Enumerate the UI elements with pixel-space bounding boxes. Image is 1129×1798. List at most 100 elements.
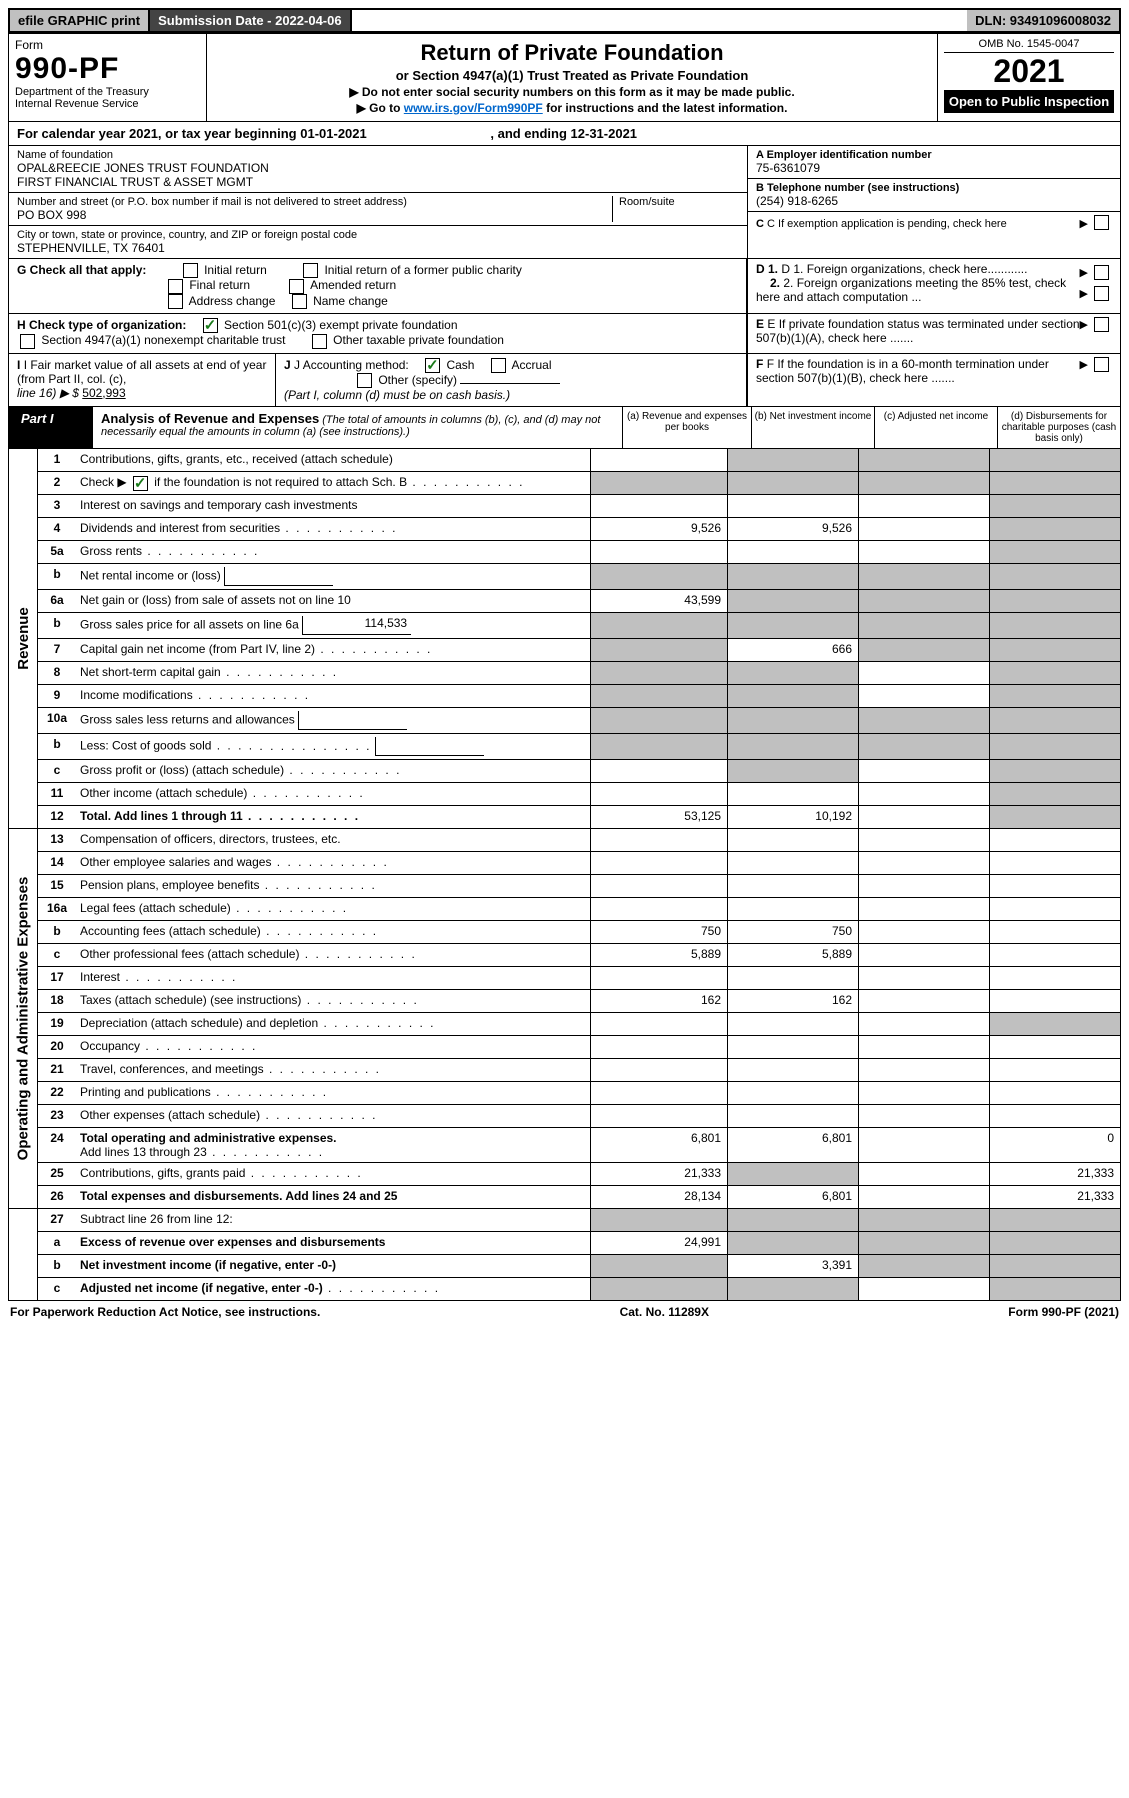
g-initial-return[interactable] bbox=[183, 263, 198, 278]
part1-header: Part I Analysis of Revenue and Expenses … bbox=[8, 407, 1121, 449]
i-block: I I Fair market value of all assets at e… bbox=[9, 354, 276, 407]
col-b-head: (b) Net investment income bbox=[751, 407, 874, 448]
header-left: Form 990-PF Department of the Treasury I… bbox=[9, 34, 207, 121]
h-501c3[interactable] bbox=[203, 318, 218, 333]
r4-a: 9,526 bbox=[590, 518, 727, 540]
part1-desc: Analysis of Revenue and Expenses (The to… bbox=[93, 407, 622, 448]
catalog-number: Cat. No. 11289X bbox=[620, 1305, 709, 1319]
expenses-side-label: Operating and Administrative Expenses bbox=[9, 829, 38, 1208]
r12-a: 53,125 bbox=[590, 806, 727, 828]
schb-checkbox[interactable] bbox=[133, 476, 148, 491]
phone-value: (254) 918-6265 bbox=[756, 194, 1112, 208]
revenue-section: Revenue 1Contributions, gifts, grants, e… bbox=[8, 449, 1121, 829]
g-name-change[interactable] bbox=[292, 294, 307, 309]
g-address-change[interactable] bbox=[168, 294, 183, 309]
r25-d: 21,333 bbox=[989, 1163, 1120, 1185]
paperwork-notice: For Paperwork Reduction Act Notice, see … bbox=[10, 1305, 320, 1319]
dln-label: DLN: 93491096008032 bbox=[967, 10, 1119, 31]
form-number: 990-PF bbox=[15, 52, 200, 86]
j-accrual[interactable] bbox=[491, 358, 506, 373]
r16c-a: 5,889 bbox=[590, 944, 727, 966]
e-block: E E If private foundation status was ter… bbox=[747, 314, 1120, 353]
instr-link: ▶ Go to www.irs.gov/Form990PF for instru… bbox=[219, 101, 925, 115]
irs-link[interactable]: www.irs.gov/Form990PF bbox=[404, 101, 543, 115]
i-j-f-row: I I Fair market value of all assets at e… bbox=[8, 354, 1121, 408]
c-pending-cell: C C If exemption application is pending,… bbox=[748, 212, 1120, 233]
street-address: PO BOX 998 bbox=[17, 208, 612, 222]
d1-checkbox[interactable] bbox=[1094, 265, 1109, 280]
calendar-year-row: For calendar year 2021, or tax year begi… bbox=[8, 122, 1121, 146]
header-center: Return of Private Foundation or Section … bbox=[207, 34, 937, 121]
efile-label[interactable]: efile GRAPHIC print bbox=[10, 10, 150, 31]
city-cell: City or town, state or province, country… bbox=[9, 226, 747, 258]
page-footer: For Paperwork Reduction Act Notice, see … bbox=[8, 1301, 1121, 1323]
r26-a: 28,134 bbox=[590, 1186, 727, 1208]
c-checkbox[interactable] bbox=[1094, 215, 1109, 230]
col-c-head: (c) Adjusted net income bbox=[874, 407, 997, 448]
g-initial-former[interactable] bbox=[303, 263, 318, 278]
ein-cell: A Employer identification number 75-6361… bbox=[748, 146, 1120, 179]
g-final-return[interactable] bbox=[168, 279, 183, 294]
top-bar: efile GRAPHIC print Submission Date - 20… bbox=[8, 8, 1121, 33]
foundation-name-2: FIRST FINANCIAL TRUST & ASSET MGMT bbox=[17, 175, 739, 189]
r12-b: 10,192 bbox=[727, 806, 858, 828]
col-d-head: (d) Disbursements for charitable purpose… bbox=[997, 407, 1120, 448]
r24-d: 0 bbox=[989, 1128, 1120, 1162]
tax-year: 2021 bbox=[944, 53, 1114, 90]
dept-irs: Internal Revenue Service bbox=[15, 98, 200, 110]
f-checkbox[interactable] bbox=[1094, 357, 1109, 372]
g-d-row: G Check all that apply: Initial return I… bbox=[8, 259, 1121, 314]
d2-checkbox[interactable] bbox=[1094, 286, 1109, 301]
foundation-name-1: OPAL&REECIE JONES TRUST FOUNDATION bbox=[17, 161, 739, 175]
city-state-zip: STEPHENVILLE, TX 76401 bbox=[17, 241, 739, 255]
form-header: Form 990-PF Department of the Treasury I… bbox=[8, 33, 1121, 122]
r26-d: 21,333 bbox=[989, 1186, 1120, 1208]
dept-treasury: Department of the Treasury bbox=[15, 86, 200, 98]
g-block: G Check all that apply: Initial return I… bbox=[9, 259, 747, 313]
instr-ssn: ▶ Do not enter social security numbers o… bbox=[219, 85, 925, 99]
d-block: D 1. D 1. Foreign organizations, check h… bbox=[747, 259, 1120, 313]
j-block: J J Accounting method: Cash Accrual Othe… bbox=[276, 354, 746, 407]
form-prefix: Form bbox=[15, 38, 200, 52]
revenue-side-label: Revenue bbox=[9, 449, 38, 828]
i-j-block: I I Fair market value of all assets at e… bbox=[9, 354, 747, 407]
part1-label: Part I bbox=[9, 407, 93, 448]
f-block: F F If the foundation is in a 60-month t… bbox=[747, 354, 1120, 407]
phone-cell: B Telephone number (see instructions) (2… bbox=[748, 179, 1120, 212]
h-e-row: H Check type of organization: Section 50… bbox=[8, 314, 1121, 354]
address-cell: Number and street (or P.O. box number if… bbox=[9, 193, 747, 226]
r18-b: 162 bbox=[727, 990, 858, 1012]
j-cash[interactable] bbox=[425, 358, 440, 373]
col-a-head: (a) Revenue and expenses per books bbox=[622, 407, 751, 448]
form-footer-label: Form 990-PF (2021) bbox=[1008, 1305, 1119, 1319]
entity-info-grid: Name of foundation OPAL&REECIE JONES TRU… bbox=[8, 146, 1121, 259]
r16b-b: 750 bbox=[727, 921, 858, 943]
r4-b: 9,526 bbox=[727, 518, 858, 540]
g-amended[interactable] bbox=[289, 279, 304, 294]
r26-b: 6,801 bbox=[727, 1186, 858, 1208]
h-other-taxable[interactable] bbox=[312, 334, 327, 349]
form-title: Return of Private Foundation bbox=[219, 40, 925, 66]
omb-number: OMB No. 1545-0047 bbox=[944, 38, 1114, 53]
line-27-section: 27Subtract line 26 from line 12: aExcess… bbox=[8, 1209, 1121, 1301]
e-checkbox[interactable] bbox=[1094, 317, 1109, 332]
room-suite-label: Room/suite bbox=[619, 196, 739, 208]
entity-right: A Employer identification number 75-6361… bbox=[747, 146, 1120, 258]
submission-date: Submission Date - 2022-04-06 bbox=[150, 10, 352, 31]
expenses-section: Operating and Administrative Expenses 13… bbox=[8, 829, 1121, 1209]
foundation-name-cell: Name of foundation OPAL&REECIE JONES TRU… bbox=[9, 146, 747, 193]
ein-value: 75-6361079 bbox=[756, 161, 1112, 175]
entity-left: Name of foundation OPAL&REECIE JONES TRU… bbox=[9, 146, 747, 258]
open-public-badge: Open to Public Inspection bbox=[944, 90, 1114, 113]
form-subtitle: or Section 4947(a)(1) Trust Treated as P… bbox=[219, 68, 925, 83]
r6b-box: 114,533 bbox=[302, 616, 411, 635]
j-other[interactable] bbox=[357, 373, 372, 388]
r25-a: 21,333 bbox=[590, 1163, 727, 1185]
header-right: OMB No. 1545-0047 2021 Open to Public In… bbox=[937, 34, 1120, 121]
h-4947[interactable] bbox=[20, 334, 35, 349]
fmv-value: 502,993 bbox=[82, 386, 125, 400]
r24-b: 6,801 bbox=[727, 1128, 858, 1162]
h-block: H Check type of organization: Section 50… bbox=[9, 314, 747, 353]
r24-a: 6,801 bbox=[590, 1128, 727, 1162]
r27b-b: 3,391 bbox=[727, 1255, 858, 1277]
